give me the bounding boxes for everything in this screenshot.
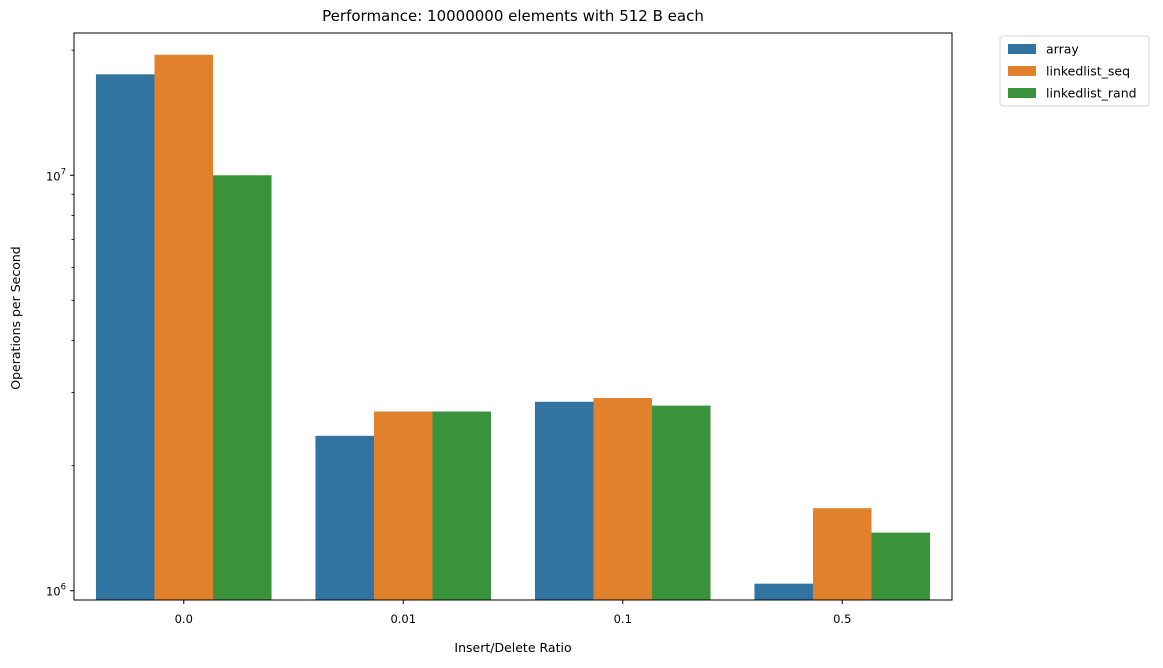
bar-linkedlist_rand-0.0 [213, 175, 272, 600]
legend-label-linkedlist_rand: linkedlist_rand [1046, 86, 1137, 101]
plot-frame [73, 32, 953, 601]
legend-swatch-linkedlist_seq [1008, 66, 1036, 76]
bar-array-0.5 [754, 583, 813, 600]
y-tick-label: 107 [46, 167, 66, 183]
bar-linkedlist_seq-0.1 [593, 398, 653, 600]
x-tick-label: 0.0 [175, 612, 193, 626]
y-axis-label: Operations per Second [8, 246, 23, 389]
bars-group [95, 54, 931, 601]
x-tick-label: 0.01 [390, 612, 416, 626]
legend-label-linkedlist_seq: linkedlist_seq [1046, 64, 1130, 79]
legend: array linkedlist_seq linkedlist_rand [999, 35, 1150, 107]
bar-linkedlist_rand-0.1 [652, 405, 711, 600]
chart-title: Performance: 10000000 elements with 512 … [322, 7, 704, 25]
x-axis-label: Insert/Delete Ratio [454, 640, 571, 655]
bar-array-0.01 [315, 435, 374, 600]
bar-linkedlist_seq-0.01 [373, 411, 433, 600]
x-tick-label: 0.1 [614, 612, 632, 626]
bar-array-0.0 [95, 74, 155, 601]
bar-linkedlist_seq-0.0 [154, 54, 214, 601]
legend-swatch-linkedlist_rand [1008, 88, 1036, 98]
legend-swatch-array [1008, 44, 1036, 54]
legend-box [999, 35, 1150, 107]
x-tick-label: 0.5 [833, 612, 851, 626]
y-tick-label: 106 [46, 583, 66, 599]
bar-array-0.1 [534, 401, 594, 600]
bar-linkedlist_rand-0.01 [432, 411, 492, 600]
axes-group: 0.0 0.01 0.1 0.5 106 107 [46, 32, 953, 626]
legend-label-array: array [1046, 42, 1079, 57]
bar-linkedlist_seq-0.5 [812, 508, 872, 600]
bar-linkedlist_rand-0.5 [871, 532, 931, 600]
